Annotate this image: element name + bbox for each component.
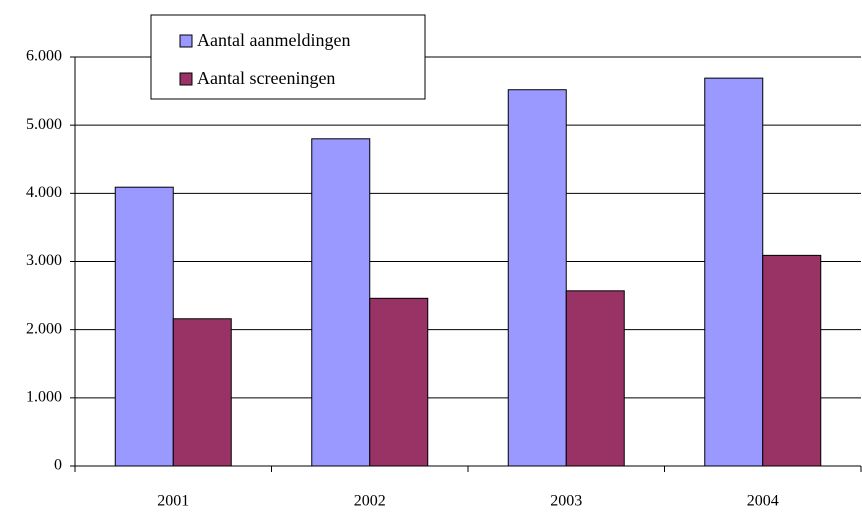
- bar: [172, 318, 232, 467]
- legend-label: Aantal aanmeldingen: [197, 30, 350, 50]
- y-tick-label: 0: [54, 457, 62, 474]
- y-tick-label: 2.000: [26, 320, 62, 337]
- x-tick-label: 2001: [157, 493, 189, 510]
- bar: [311, 138, 371, 467]
- y-tick-label: 5.000: [26, 116, 62, 133]
- bar: [762, 254, 822, 467]
- y-tick-label: 6.000: [26, 48, 62, 65]
- bar: [114, 186, 174, 467]
- bar: [369, 297, 429, 467]
- y-tick-label: 4.000: [26, 184, 62, 201]
- bar: [565, 290, 625, 467]
- legend: Aantal aanmeldingen Aantal screeningen: [150, 14, 426, 100]
- legend-swatch: [179, 72, 193, 86]
- x-tick-label: 2002: [354, 493, 386, 510]
- legend-box: [150, 14, 426, 100]
- bar: [704, 77, 764, 467]
- y-tick-label: 1.000: [26, 389, 62, 406]
- legend-swatch: [179, 34, 193, 48]
- x-tick-label: 2003: [550, 493, 582, 510]
- legend-label: Aantal screeningen: [197, 68, 335, 88]
- x-tick-label: 2004: [747, 493, 779, 510]
- bar: [507, 89, 567, 467]
- y-tick-label: 3.000: [26, 252, 62, 269]
